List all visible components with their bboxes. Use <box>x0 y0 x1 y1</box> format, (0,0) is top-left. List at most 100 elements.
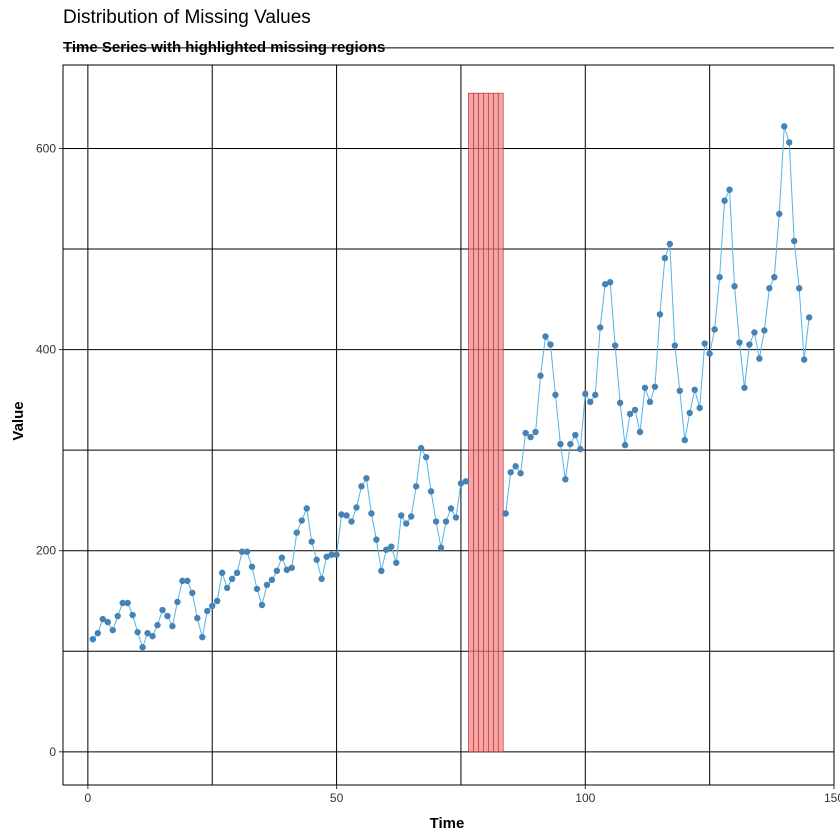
data-point <box>711 326 718 333</box>
missing-value-bar <box>473 92 479 753</box>
series-line-segment <box>191 592 198 619</box>
data-point <box>676 387 683 395</box>
data-point <box>736 339 743 346</box>
data-point <box>626 410 634 418</box>
x-tick-label: 0 <box>85 791 92 805</box>
series-line-segment <box>430 491 437 522</box>
data-point <box>134 628 141 636</box>
series-line-segment <box>216 572 223 602</box>
data-point <box>786 139 793 146</box>
data-point <box>567 440 574 448</box>
data-point <box>228 575 236 583</box>
missing-value-bar <box>497 92 504 753</box>
series-line-segment <box>619 402 626 446</box>
data-point <box>412 483 420 490</box>
series-line-segment <box>634 409 641 433</box>
data-point <box>129 611 136 619</box>
missing-value-bar <box>492 92 499 753</box>
data-point <box>582 390 589 398</box>
series-line-segment <box>699 343 706 408</box>
data-point <box>124 599 131 607</box>
series-line-segment <box>505 472 512 514</box>
data-point <box>243 548 251 555</box>
data-point <box>771 273 778 281</box>
data-point <box>144 629 151 637</box>
series-line-segment <box>684 412 691 441</box>
series-line-segment <box>316 559 323 579</box>
series-line-segment <box>440 521 447 548</box>
data-point <box>303 505 310 512</box>
data-point <box>552 391 559 399</box>
data-point <box>646 398 654 406</box>
data-point <box>293 529 300 536</box>
series-line-segment <box>788 142 795 242</box>
data-point <box>393 559 400 566</box>
data-point <box>562 476 569 483</box>
data-point <box>522 429 529 437</box>
data-point <box>621 441 629 449</box>
series-line-segment <box>798 288 805 360</box>
data-point <box>109 626 116 634</box>
data-point <box>104 618 111 626</box>
data-point <box>776 210 783 218</box>
data-point <box>218 569 226 577</box>
data-point <box>671 342 679 349</box>
series-line-segment <box>306 508 313 542</box>
series-line-segment <box>758 330 765 359</box>
data-point <box>422 453 430 461</box>
data-point <box>174 598 181 606</box>
data-point <box>751 329 758 336</box>
series-line-segment <box>410 486 417 517</box>
data-point <box>601 281 609 288</box>
data-point <box>288 564 296 571</box>
data-point <box>149 632 156 640</box>
series-line-segment <box>639 387 646 433</box>
data-point <box>452 514 460 521</box>
series-line-segment <box>196 617 203 638</box>
x-tick-label: 100 <box>575 791 595 805</box>
data-point <box>795 285 803 292</box>
series-line-segment <box>669 243 676 346</box>
data-point <box>253 585 261 593</box>
data-point <box>94 629 102 637</box>
data-point <box>741 384 748 391</box>
data-point <box>761 327 768 334</box>
data-point <box>388 543 395 550</box>
data-point <box>756 355 763 362</box>
data-point <box>636 428 644 436</box>
missing-value-bar <box>468 92 474 753</box>
data-point <box>89 635 97 643</box>
data-point <box>328 551 335 558</box>
series-line-segment <box>738 342 745 388</box>
grid-lines <box>62 47 835 786</box>
data-point <box>532 428 539 436</box>
series-line-segment <box>455 483 462 518</box>
data-point <box>233 569 241 577</box>
series-line-segment <box>734 286 740 343</box>
data-point <box>99 615 106 623</box>
data-point <box>194 614 201 622</box>
data-point <box>721 197 728 204</box>
data-point <box>597 324 604 331</box>
data-point <box>248 563 256 570</box>
data-series <box>89 123 813 651</box>
data-point <box>273 567 281 575</box>
data-point <box>577 445 584 453</box>
series-line-segment <box>729 189 736 287</box>
data-point <box>338 511 345 518</box>
data-point <box>223 584 231 592</box>
series-line-segment <box>753 332 760 359</box>
data-point <box>592 391 599 399</box>
series-line-segment <box>540 336 546 376</box>
series-line-segment <box>395 515 402 563</box>
data-point <box>154 621 161 629</box>
series-line-segment <box>336 514 343 555</box>
data-point <box>701 340 708 347</box>
data-point <box>378 567 385 575</box>
data-point <box>616 399 624 407</box>
data-point <box>318 575 325 583</box>
data-point <box>641 384 649 391</box>
data-point <box>398 512 405 519</box>
data-point <box>666 240 674 248</box>
